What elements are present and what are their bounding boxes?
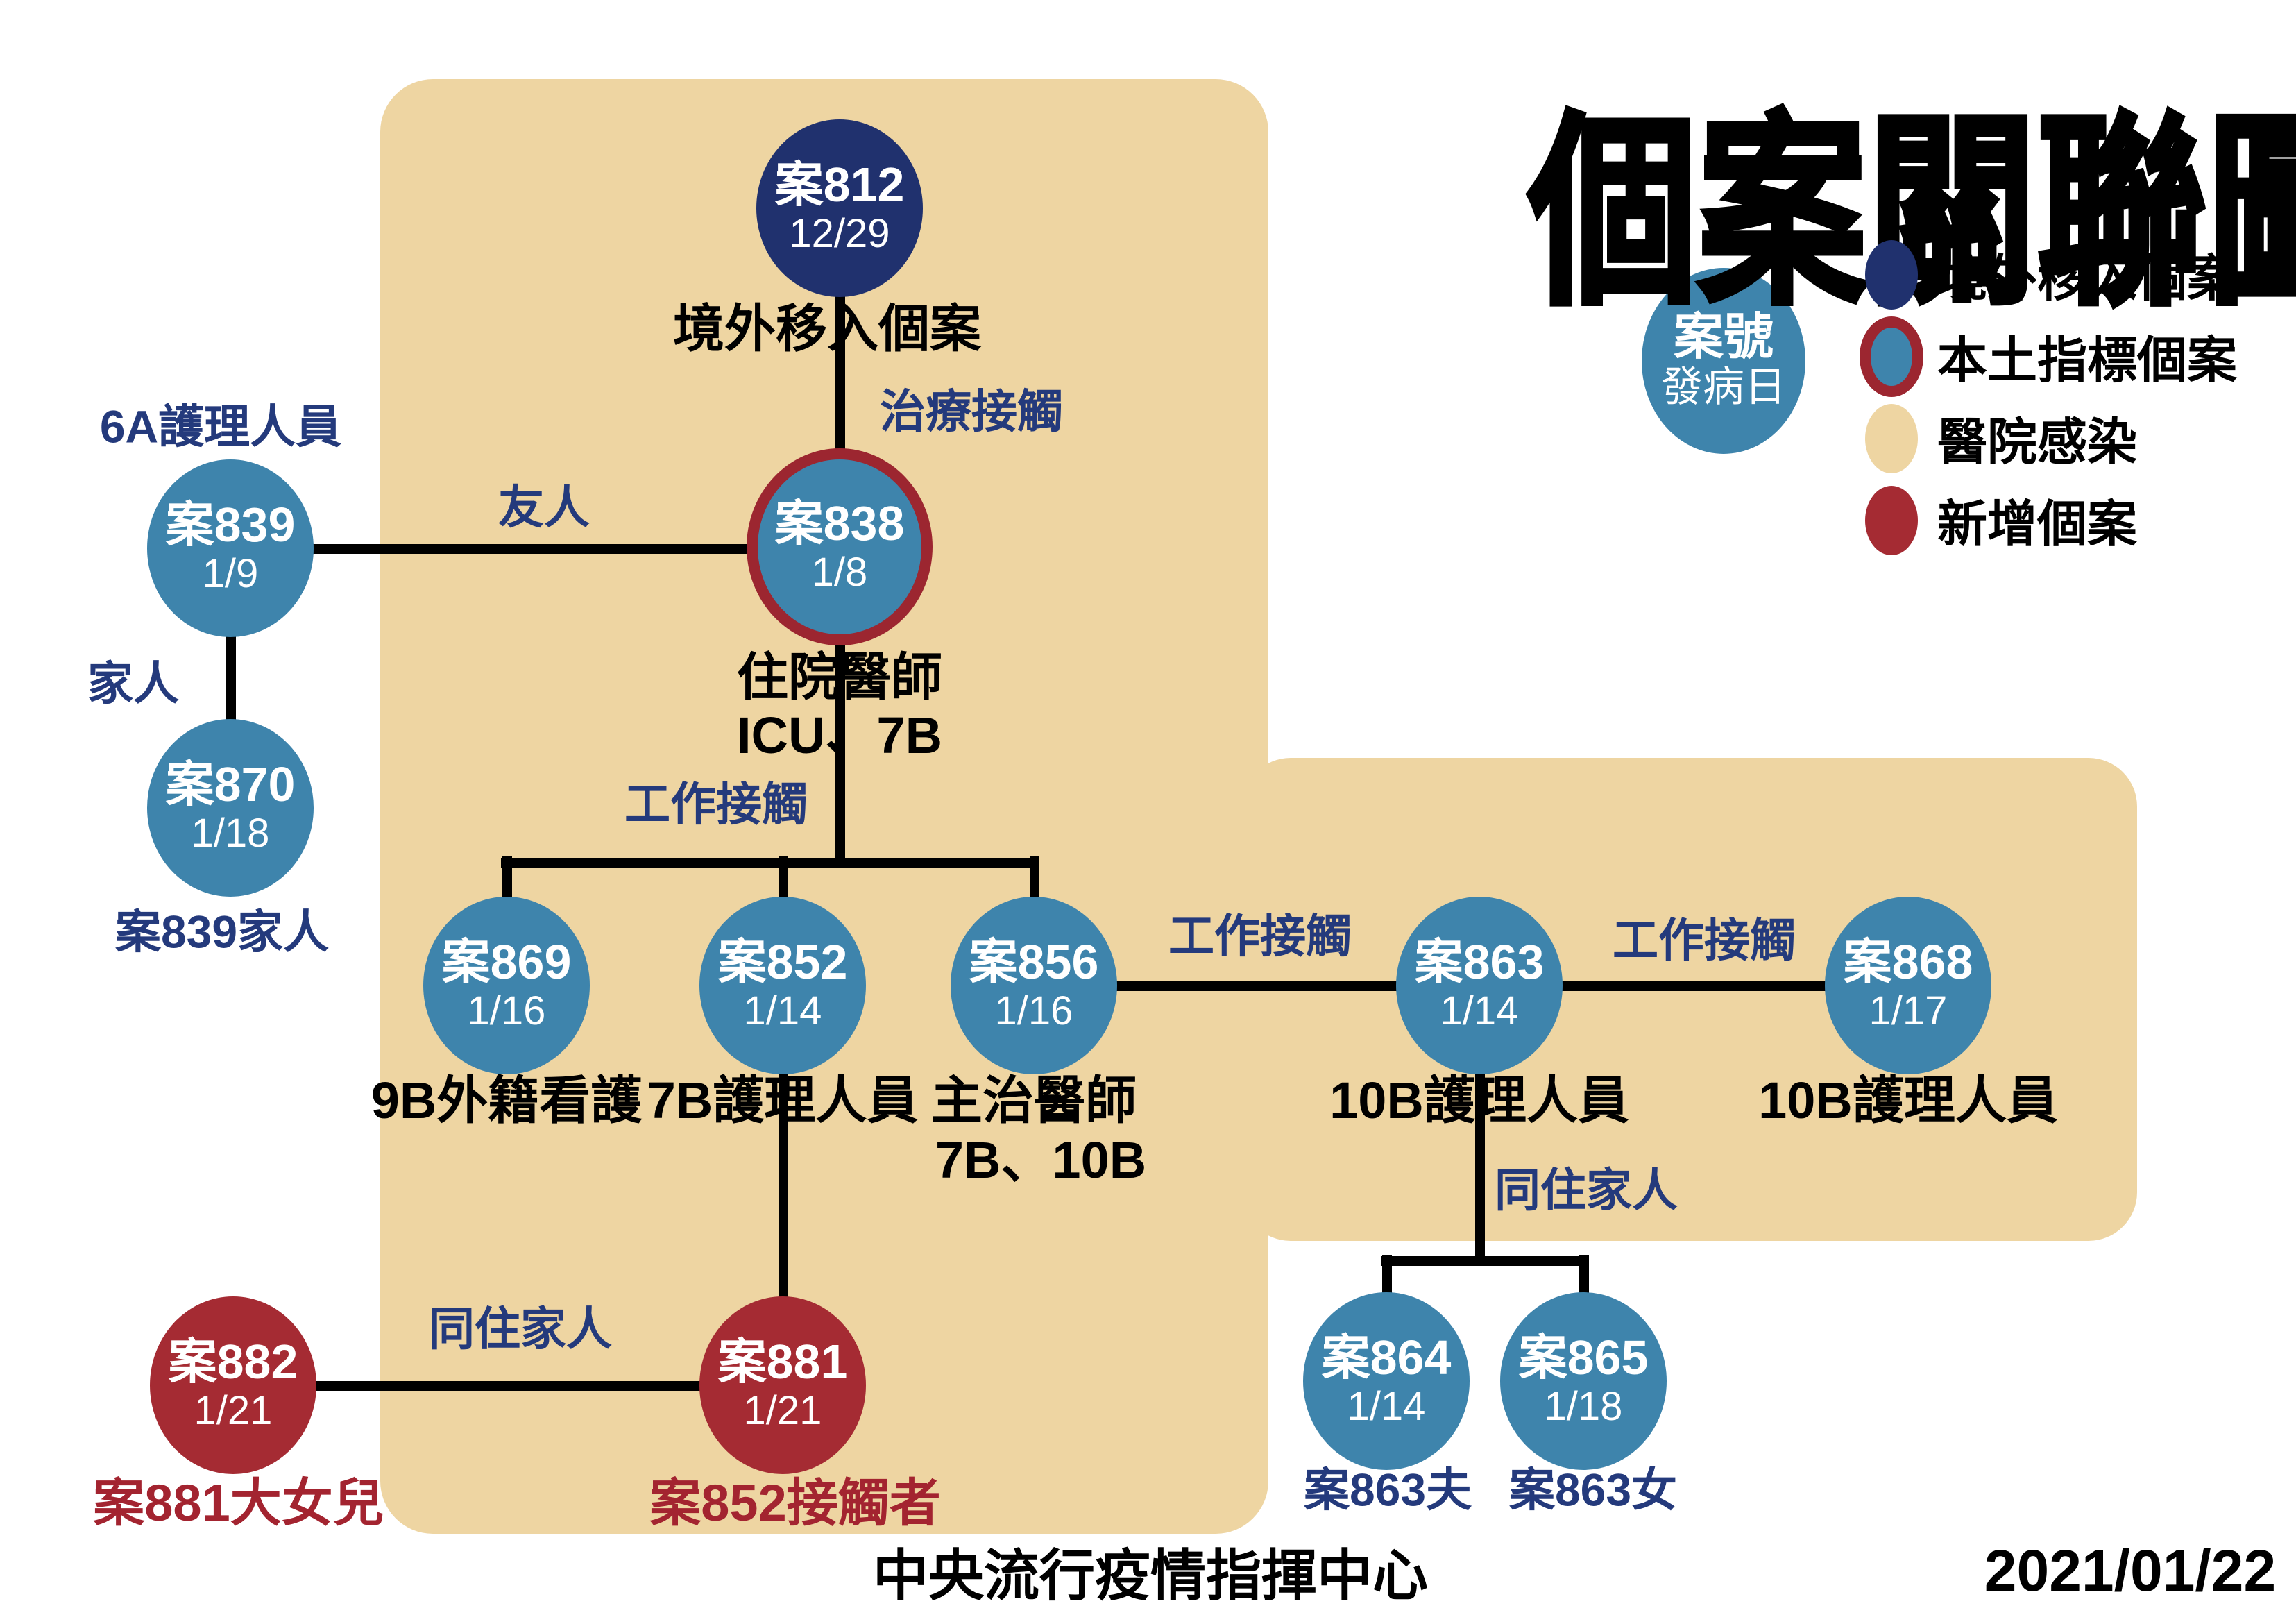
relation-label: 工作接觸 bbox=[1613, 914, 1796, 966]
relation-label: 家人 bbox=[87, 657, 179, 709]
case-number: 案863 bbox=[1414, 935, 1545, 990]
relation-label: 案863女 bbox=[1508, 1464, 1678, 1516]
case-number: 案838 bbox=[774, 496, 905, 551]
legend-item-hospital: 醫院感染 bbox=[1865, 398, 2137, 479]
onset-date: 1/9 bbox=[202, 552, 259, 597]
relation-label: 治療接觸 bbox=[880, 385, 1063, 437]
role-label: 10B護理人員 bbox=[1329, 1072, 1629, 1130]
case-node-838: 案838 1/8 bbox=[747, 448, 933, 645]
connector-line-5 bbox=[501, 857, 1039, 867]
onset-date: 1/18 bbox=[1544, 1385, 1623, 1430]
case-node-881: 案881 1/21 bbox=[699, 1296, 866, 1474]
case-number: 案869 bbox=[441, 935, 572, 990]
relation-label: 友人 bbox=[498, 481, 590, 533]
role-label: 7B護理人員 bbox=[647, 1072, 919, 1130]
case-number: 案864 bbox=[1321, 1330, 1452, 1385]
onset-date: 1/14 bbox=[1347, 1385, 1426, 1430]
case-number: 案856 bbox=[969, 935, 1099, 990]
onset-date: 1/14 bbox=[1440, 989, 1519, 1034]
footer-date: 2021/01/22 bbox=[1984, 1538, 2277, 1603]
relation-label: 工作接觸 bbox=[624, 778, 808, 830]
legend-item-index: 本土指標個案 bbox=[1860, 316, 2238, 397]
legend-sample-case-number: 案號 bbox=[1673, 307, 1774, 365]
case-node-864: 案864 1/14 bbox=[1303, 1292, 1470, 1470]
role-label: 10B護理人員 bbox=[1758, 1072, 2058, 1130]
onset-date: 1/17 bbox=[1869, 989, 1948, 1034]
role-label: 境外移入個案 bbox=[673, 301, 981, 358]
hospital-infection-zone-1 bbox=[380, 79, 1268, 1534]
role-label: 9B外籍看護 bbox=[371, 1072, 643, 1130]
legend-item-label: 醫院感染 bbox=[1937, 414, 2138, 471]
hospital-infection-zone-2 bbox=[1242, 758, 2137, 1241]
case-node-856: 案856 1/16 bbox=[951, 897, 1117, 1074]
relation-label: 同住家人 bbox=[429, 1303, 612, 1355]
case-node-870: 案870 1/18 bbox=[147, 719, 314, 897]
case-node-852: 案852 1/14 bbox=[699, 897, 866, 1074]
relation-label: 案839家人 bbox=[114, 906, 330, 958]
connector-line-12 bbox=[1381, 1255, 1589, 1265]
role-label: 主治醫師 bbox=[931, 1072, 1137, 1130]
legend-item-new: 新增個案 bbox=[1865, 480, 2137, 561]
case-node-812: 案812 12/29 bbox=[756, 119, 923, 297]
role-label: ICU、7B bbox=[736, 707, 943, 765]
case-number: 案865 bbox=[1518, 1330, 1649, 1385]
legend-swatch-imported-icon bbox=[1865, 240, 1918, 310]
case-number: 案881 bbox=[717, 1335, 848, 1389]
legend-swatch-index-icon bbox=[1860, 316, 1923, 397]
connector-line-16 bbox=[228, 1380, 788, 1390]
relation-label: 案863夫 bbox=[1303, 1464, 1472, 1516]
legend-sample-onset-date: 發病日 bbox=[1661, 364, 1786, 411]
onset-date: 1/16 bbox=[994, 989, 1073, 1034]
onset-date: 1/18 bbox=[191, 811, 270, 856]
case-number: 案839 bbox=[165, 498, 296, 552]
case-number: 案812 bbox=[774, 158, 905, 212]
note-label: 案852接觸者 bbox=[649, 1475, 941, 1532]
connector-line-10 bbox=[1474, 981, 1914, 990]
legend-item-imported: 境外移入個案 bbox=[1865, 235, 2237, 315]
connector-line-15 bbox=[778, 980, 788, 1391]
case-node-839: 案839 1/9 bbox=[147, 459, 314, 637]
legend-swatch-hospital-icon bbox=[1865, 404, 1918, 473]
case-node-863: 案863 1/14 bbox=[1396, 897, 1563, 1074]
onset-date: 1/14 bbox=[743, 989, 822, 1034]
legend-swatch-new-icon bbox=[1865, 486, 1918, 555]
role-label: 住院醫師 bbox=[737, 649, 942, 707]
case-node-882: 案882 1/21 bbox=[150, 1296, 316, 1474]
case-number: 案868 bbox=[1843, 935, 1973, 990]
relation-label: 同住家人 bbox=[1495, 1164, 1678, 1216]
role-label: 7B、10B bbox=[935, 1132, 1147, 1190]
relation-label: 6A護理人員 bbox=[99, 400, 342, 452]
case-number: 案870 bbox=[165, 757, 296, 812]
legend-item-label: 本土指標個案 bbox=[1937, 332, 2238, 389]
case-number: 案852 bbox=[717, 935, 848, 990]
relation-label: 工作接觸 bbox=[1168, 910, 1352, 962]
footer-source: 中央流行疫情指揮中心 bbox=[873, 1546, 1428, 1607]
onset-date: 1/21 bbox=[743, 1389, 822, 1434]
connector-line-2 bbox=[225, 543, 845, 553]
onset-date: 1/16 bbox=[467, 989, 546, 1034]
note-label: 案881大女兒 bbox=[93, 1475, 384, 1532]
onset-date: 1/21 bbox=[194, 1389, 273, 1434]
case-node-868: 案868 1/17 bbox=[1825, 897, 1991, 1074]
connector-line-9 bbox=[1028, 981, 1485, 990]
case-node-865: 案865 1/18 bbox=[1500, 1292, 1667, 1470]
onset-date: 12/29 bbox=[789, 212, 890, 257]
legend-item-label: 境外移入個案 bbox=[1937, 250, 2238, 307]
onset-date: 1/8 bbox=[811, 550, 868, 595]
case-node-869: 案869 1/16 bbox=[423, 897, 590, 1074]
legend-sample-node: 案號 發病日 bbox=[1642, 268, 1805, 454]
legend-item-label: 新增個案 bbox=[1937, 496, 2138, 552]
case-number: 案882 bbox=[168, 1335, 298, 1389]
